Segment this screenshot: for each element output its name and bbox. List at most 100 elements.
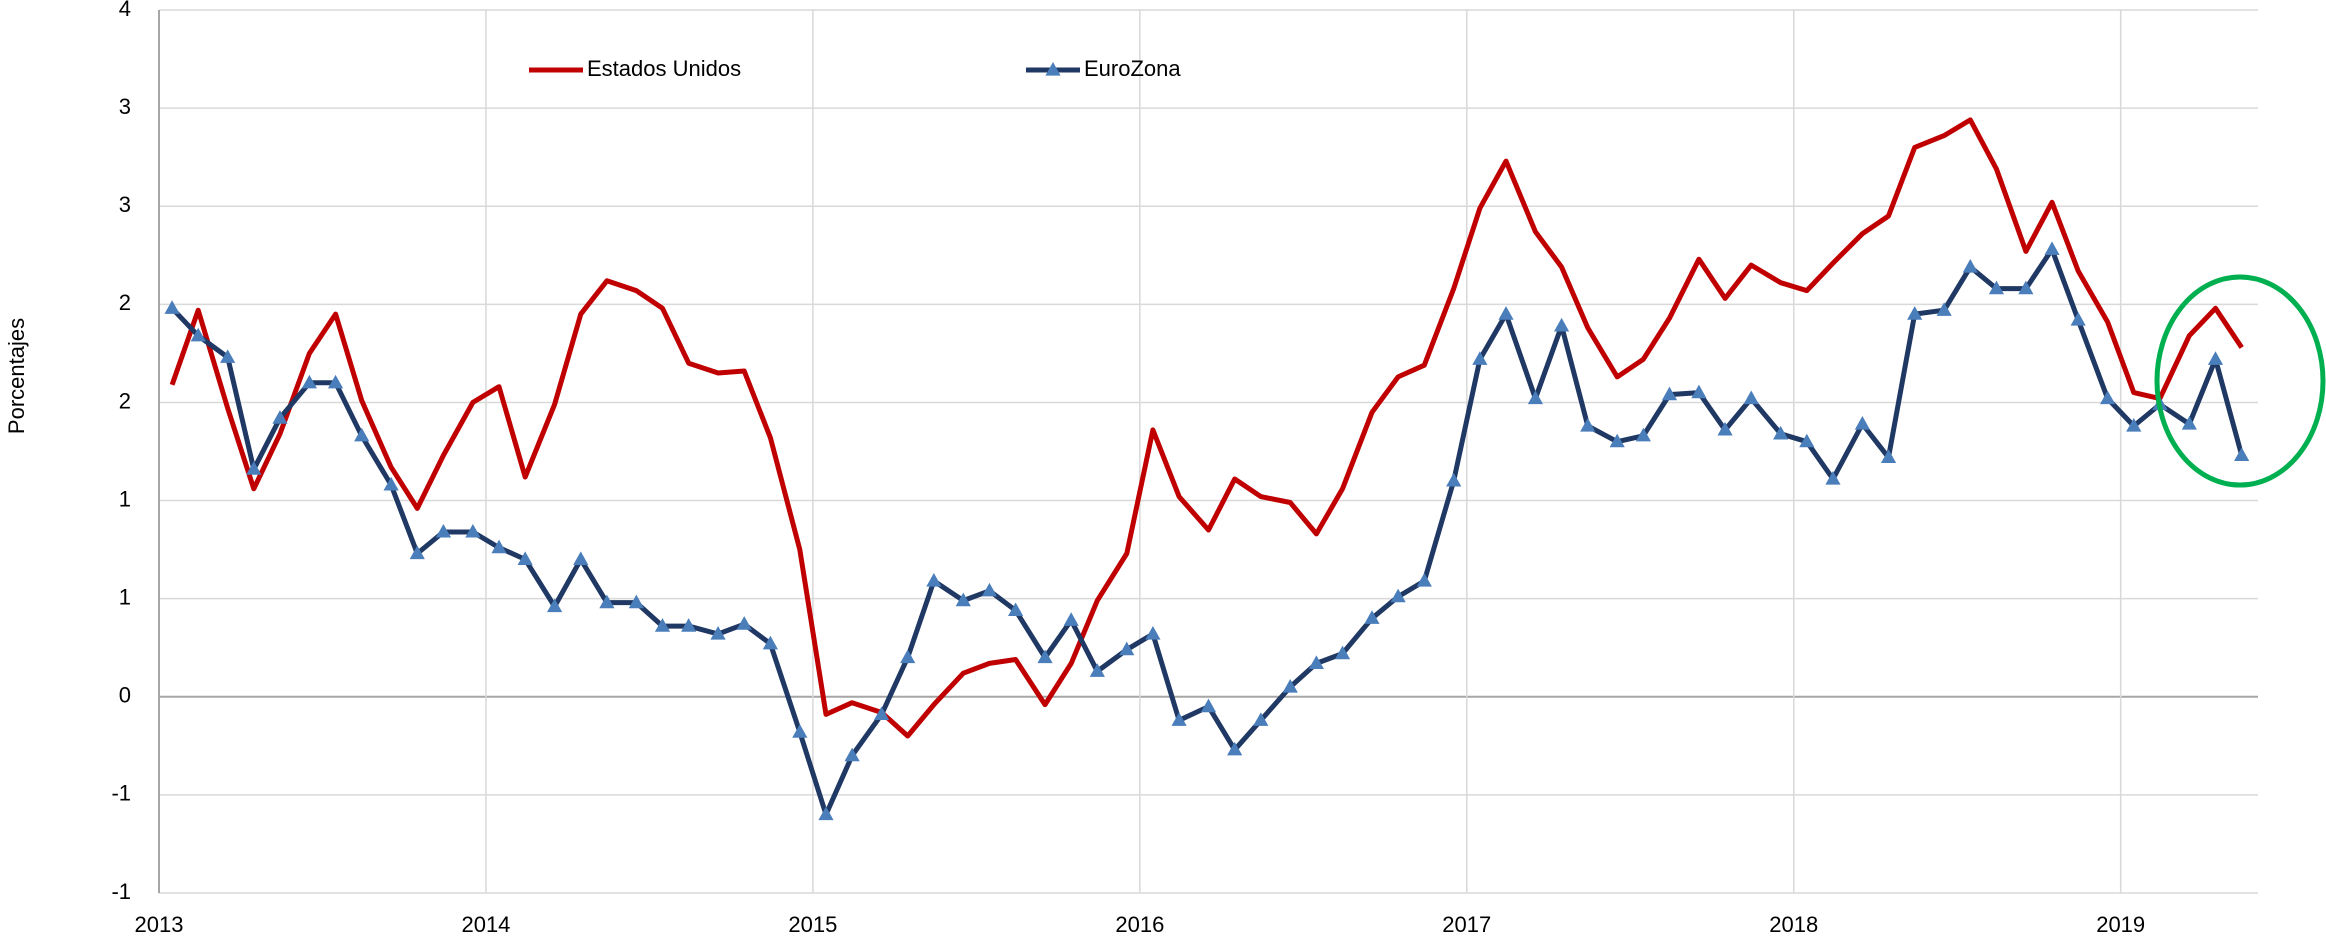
- point-marker: [2018, 280, 2034, 295]
- x-tick-label: 2015: [788, 912, 837, 937]
- point-marker: [1527, 390, 1544, 405]
- point-marker: [1773, 425, 1789, 440]
- point-marker: [1089, 663, 1105, 677]
- point-marker: [1799, 433, 1815, 448]
- point-marker: [1364, 610, 1380, 624]
- point-marker: [1717, 421, 1733, 436]
- point-marker: [465, 523, 481, 538]
- point-marker: [1037, 649, 1053, 664]
- point-marker: [1063, 612, 1079, 626]
- point-marker: [220, 349, 236, 363]
- point-marker: [1334, 645, 1351, 660]
- point-marker: [1446, 472, 1462, 487]
- y-tick-label: 0: [119, 683, 131, 708]
- grid: [158, 9, 2258, 894]
- point-marker: [190, 327, 206, 342]
- highlight-ellipse: [2154, 274, 2326, 488]
- point-marker: [1200, 698, 1217, 713]
- x-tick-label: 2019: [2096, 912, 2145, 937]
- y-axis-label: Porcentajes: [4, 318, 29, 434]
- y-tick-label: 3: [119, 94, 131, 119]
- point-marker: [1743, 390, 1759, 405]
- point-marker: [792, 724, 808, 738]
- point-marker: [1661, 386, 1678, 401]
- point-marker: [1416, 573, 1432, 587]
- point-marker: [2234, 447, 2250, 462]
- point-marker: [301, 374, 317, 389]
- point-marker: [981, 582, 998, 597]
- x-tick-label: 2018: [1769, 912, 1818, 937]
- point-marker: [1691, 384, 1707, 399]
- plot-area: [164, 117, 2250, 821]
- point-marker: [272, 410, 288, 424]
- point-marker: [2181, 416, 2197, 430]
- point-marker: [1008, 602, 1024, 617]
- point-marker: [1854, 416, 1870, 430]
- point-marker: [573, 551, 589, 566]
- legend-label: EuroZona: [1084, 56, 1181, 81]
- point-marker: [926, 573, 942, 587]
- point-marker: [818, 806, 834, 821]
- y-tick-label: 3: [119, 192, 131, 217]
- point-marker: [2126, 417, 2142, 432]
- point-marker: [1171, 712, 1187, 726]
- point-marker: [628, 594, 644, 609]
- point-marker: [1907, 306, 1923, 320]
- point-marker: [1119, 641, 1135, 656]
- point-marker: [844, 747, 860, 762]
- point-marker: [2070, 312, 2086, 326]
- point-marker: [2207, 351, 2224, 365]
- y-tick-label: -1: [111, 879, 131, 904]
- point-marker: [246, 461, 262, 475]
- point-marker: [164, 300, 180, 314]
- point-marker: [1390, 588, 1406, 603]
- point-marker: [599, 594, 615, 609]
- point-marker: [955, 592, 971, 607]
- point-marker: [1472, 351, 1488, 365]
- x-tick-label: 2013: [135, 912, 184, 937]
- y-tick-label: 4: [119, 0, 131, 21]
- point-marker: [1635, 427, 1651, 442]
- x-tick-label: 2017: [1442, 912, 1491, 937]
- legend-label: Estados Unidos: [587, 56, 741, 81]
- point-marker: [1580, 417, 1596, 432]
- point-marker: [1145, 625, 1161, 640]
- point-marker: [1308, 655, 1324, 670]
- point-marker: [1609, 433, 1625, 448]
- point-marker: [1554, 317, 1570, 332]
- series-line: [169, 117, 2244, 739]
- point-marker: [873, 706, 890, 721]
- point-marker: [2100, 390, 2116, 405]
- point-marker: [762, 635, 778, 650]
- point-marker: [1988, 280, 2005, 295]
- y-tick-label: 2: [119, 388, 131, 413]
- point-marker: [1498, 306, 1514, 320]
- x-tick-label: 2014: [461, 912, 510, 937]
- point-marker: [1282, 678, 1298, 693]
- y-tick-label: -1: [111, 781, 131, 806]
- point-marker: [654, 618, 671, 632]
- point-marker: [1227, 741, 1243, 756]
- x-tick-label: 2016: [1115, 912, 1164, 937]
- y-tick-label: 2: [119, 290, 131, 315]
- point-marker: [354, 427, 370, 442]
- point-marker: [435, 523, 452, 538]
- point-marker: [681, 618, 697, 632]
- point-marker: [900, 649, 916, 664]
- point-marker: [327, 374, 344, 389]
- point-marker: [1253, 712, 1269, 726]
- point-marker: [547, 598, 563, 613]
- point-marker: [2044, 241, 2060, 255]
- point-marker: [517, 551, 533, 566]
- point-marker: [736, 616, 752, 630]
- legend-marker: [1045, 62, 1061, 76]
- series-line: [170, 246, 2245, 817]
- point-marker: [1825, 470, 1841, 485]
- point-marker: [1936, 302, 1952, 316]
- y-tick-label: 1: [119, 584, 131, 609]
- point-marker: [491, 539, 507, 554]
- y-tick-label: 1: [119, 486, 131, 511]
- point-marker: [1880, 449, 1897, 463]
- point-marker: [383, 476, 399, 491]
